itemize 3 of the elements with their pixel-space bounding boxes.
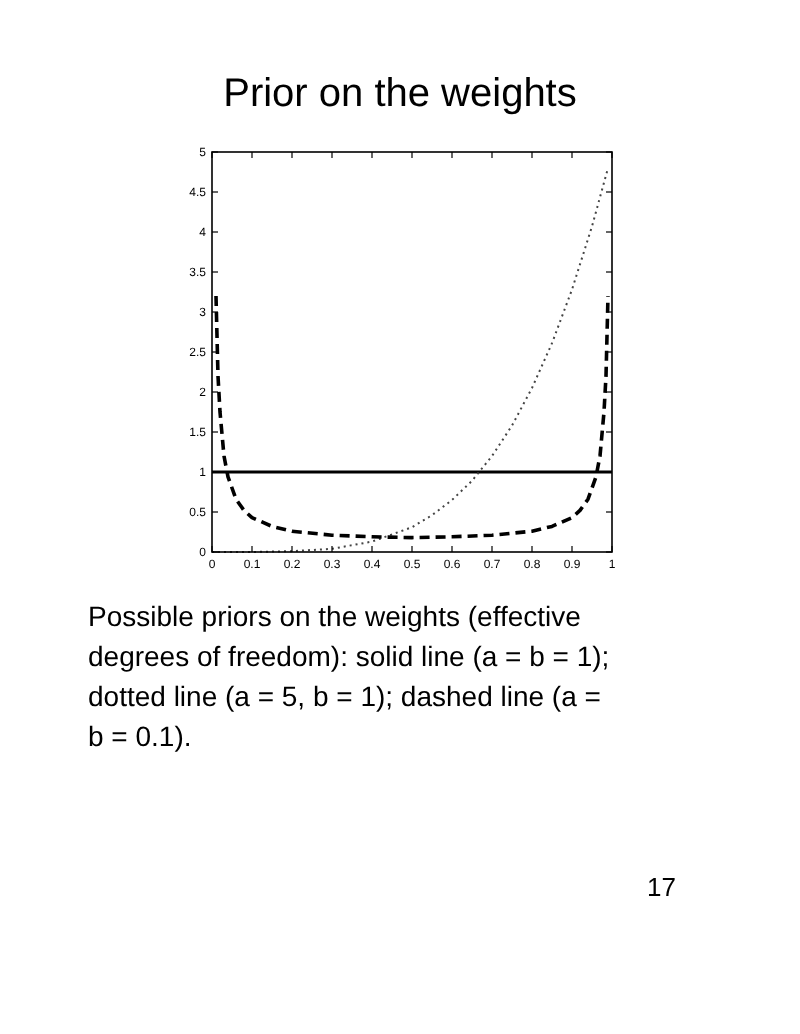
- chart-title: Prior on the weights: [223, 72, 577, 116]
- text: 17: [647, 872, 676, 902]
- text: Possible priors on the weights (effective degrees of freedom): solid line (a = b = 1); dotted line (a = 5, b = 1); dashed line (a = b = 0.1).: [88, 600, 610, 752]
